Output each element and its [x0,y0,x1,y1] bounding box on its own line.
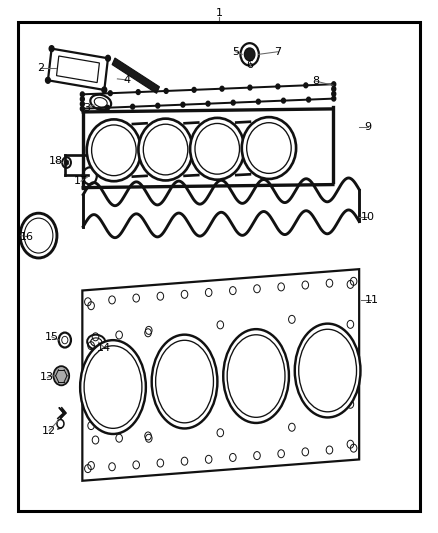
Circle shape [304,83,308,88]
Circle shape [244,48,255,61]
Text: 16: 16 [20,232,34,241]
Circle shape [64,160,69,165]
Text: 8: 8 [312,76,319,86]
Circle shape [136,90,140,94]
Text: 9: 9 [364,122,371,132]
Text: 12: 12 [42,426,56,435]
Circle shape [80,92,84,97]
Circle shape [164,88,168,93]
Circle shape [192,87,196,92]
Ellipse shape [223,329,289,423]
Ellipse shape [80,340,146,434]
Text: 2: 2 [37,63,44,72]
Text: 4: 4 [124,75,131,85]
Circle shape [332,96,336,101]
Circle shape [231,100,235,105]
Circle shape [240,43,259,66]
Text: 1: 1 [215,9,223,18]
Text: 6: 6 [246,60,253,70]
Text: 7: 7 [275,47,282,56]
Circle shape [282,98,286,103]
Ellipse shape [242,117,296,179]
Text: 11: 11 [364,295,378,304]
Circle shape [80,102,84,107]
Circle shape [80,96,84,101]
Text: 5: 5 [232,47,239,56]
Circle shape [248,85,252,90]
Text: 14: 14 [97,343,111,352]
Circle shape [332,82,336,86]
Ellipse shape [190,118,244,180]
Ellipse shape [295,324,360,417]
Circle shape [256,99,260,104]
Circle shape [332,86,336,91]
Circle shape [106,106,110,110]
Circle shape [53,366,69,385]
Circle shape [206,101,210,106]
Text: 3: 3 [83,103,90,112]
Text: 10: 10 [361,213,375,222]
Circle shape [332,92,336,96]
Circle shape [49,46,54,52]
Circle shape [46,77,50,83]
Ellipse shape [87,119,141,181]
Polygon shape [112,58,159,93]
Circle shape [131,104,134,109]
Text: 13: 13 [40,373,54,382]
Circle shape [106,55,110,61]
Circle shape [102,87,107,93]
Text: 15: 15 [45,332,59,342]
Circle shape [156,103,160,108]
Ellipse shape [138,119,193,181]
Circle shape [80,106,84,111]
Text: 17: 17 [74,176,88,186]
Circle shape [307,97,311,102]
Text: 18: 18 [49,156,63,166]
Circle shape [220,86,224,91]
Circle shape [276,84,280,89]
Ellipse shape [152,335,217,429]
Circle shape [181,102,185,107]
Circle shape [108,91,112,95]
